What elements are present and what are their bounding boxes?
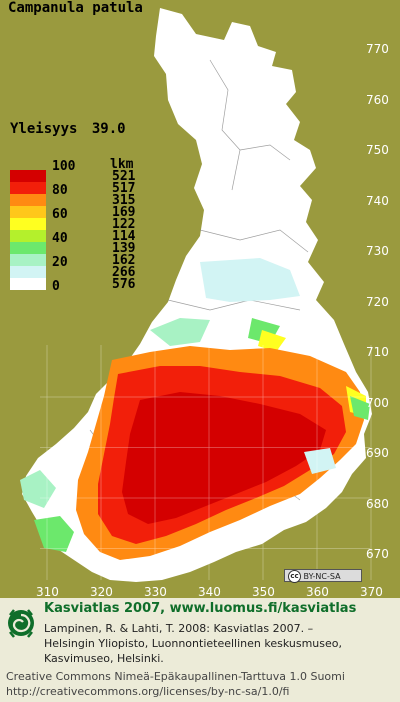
citation-line-3: Kasvimuseo, Helsinki. <box>44 652 164 665</box>
y-axis-label: 740 <box>366 193 389 208</box>
legend-count: 162 <box>112 253 136 268</box>
legend-count: 139 <box>112 241 136 256</box>
y-axis-label: 750 <box>366 143 389 157</box>
atlas-title[interactable]: Kasviatlas 2007, www.luomus.fi/kasviatla… <box>44 601 357 616</box>
legend-level: 100 <box>52 159 76 174</box>
y-axis-label: 680 <box>366 496 389 511</box>
legend-count: 576 <box>112 277 136 292</box>
legend-count: 266 <box>112 265 136 280</box>
legend-count: 517 <box>112 181 136 196</box>
legend-level: 20 <box>52 255 68 270</box>
y-axis-label: 690 <box>366 446 389 460</box>
citation-line-2: Helsingin Yliopisto, Luonnontieteellinen… <box>44 637 342 650</box>
legend-swatch <box>10 194 46 206</box>
y-axis-label: 730 <box>366 244 389 258</box>
x-axis-label: 350 <box>252 585 275 599</box>
distribution-map <box>0 0 400 598</box>
x-axis-label: 370 <box>360 585 383 599</box>
license-line-1: Creative Commons Nimeä-Epäkaupallinen-Ta… <box>6 670 345 683</box>
y-axis-label: 710 <box>366 345 389 359</box>
citation-line-1: Lampinen, R. & Lahti, T. 2008: Kasviatla… <box>44 622 314 635</box>
legend-swatch <box>10 170 46 182</box>
grid <box>40 345 372 580</box>
legend-level: 80 <box>52 183 68 198</box>
y-axis-label: 670 <box>366 547 389 561</box>
y-axis-label: 720 <box>366 294 389 309</box>
y-axis-label: 760 <box>366 92 389 107</box>
luomus-spiral-logo-icon <box>8 609 34 638</box>
legend-swatch <box>10 254 46 266</box>
frequency-value: 39.0 <box>91 121 126 137</box>
legend-swatch <box>10 278 46 290</box>
legend-count: 521 <box>112 169 136 184</box>
y-axis-label: 700 <box>366 395 389 410</box>
legend-swatch <box>10 206 46 218</box>
x-axis-label: 310 <box>36 585 59 599</box>
legend-count: 122 <box>112 217 136 232</box>
species-title: Campanula patula <box>8 0 143 16</box>
distribution-cells <box>20 258 370 560</box>
cc-icon: cc <box>288 570 301 583</box>
legend-swatch <box>10 242 46 254</box>
legend-count: 169 <box>112 205 136 220</box>
license-url[interactable]: http://creativecommons.org/licenses/by-n… <box>6 685 290 698</box>
legend-count: 315 <box>112 193 136 208</box>
legend-swatch <box>10 218 46 230</box>
x-axis-label: 320 <box>90 585 113 599</box>
legend-level: 0 <box>52 279 60 294</box>
cc-badge-label: BY-NC-SA <box>303 572 341 581</box>
legend-count: 114 <box>112 229 136 244</box>
frequency-label: Yleisyys <box>10 121 78 137</box>
cc-license-badge[interactable]: cc BY-NC-SA <box>284 569 362 583</box>
legend-swatch <box>10 230 46 242</box>
x-axis-label: 360 <box>306 585 329 599</box>
legend-level: 40 <box>52 231 68 246</box>
legend-level: 60 <box>52 207 68 222</box>
legend-swatch <box>10 182 46 194</box>
y-axis-label: 770 <box>366 42 389 56</box>
x-axis-label: 330 <box>144 585 167 599</box>
x-axis-label: 340 <box>198 585 221 599</box>
legend-count-header: lkm <box>110 157 134 172</box>
frequency-line: Yleisyys 39.0 <box>10 121 126 137</box>
legend-swatch <box>10 266 46 278</box>
